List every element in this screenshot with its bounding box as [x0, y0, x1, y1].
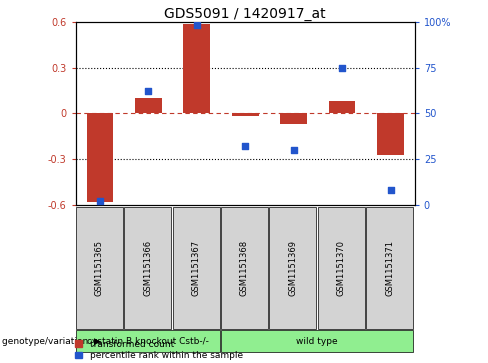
Bar	[280, 113, 307, 124]
Text: GSM1151369: GSM1151369	[288, 240, 298, 296]
Text: GSM1151365: GSM1151365	[95, 240, 103, 296]
Text: GSM1151366: GSM1151366	[143, 240, 152, 296]
Text: GSM1151368: GSM1151368	[240, 240, 249, 296]
Point	[193, 23, 201, 28]
Bar	[135, 98, 162, 113]
Bar	[86, 113, 113, 202]
Point	[242, 143, 249, 149]
Bar	[183, 24, 210, 113]
Text: GSM1151371: GSM1151371	[386, 240, 394, 296]
Point	[96, 199, 104, 204]
Legend: transformed count, percentile rank within the sample: transformed count, percentile rank withi…	[75, 340, 243, 360]
Text: genotype/variation  ▶: genotype/variation ▶	[2, 337, 102, 346]
Text: GSM1151370: GSM1151370	[337, 240, 346, 296]
Title: GDS5091 / 1420917_at: GDS5091 / 1420917_at	[164, 7, 326, 21]
Point	[144, 89, 152, 94]
Text: GSM1151367: GSM1151367	[191, 240, 201, 296]
Bar	[329, 101, 355, 113]
Point	[338, 65, 346, 70]
Bar	[377, 113, 404, 155]
Bar	[232, 113, 259, 117]
Point	[386, 188, 394, 193]
Text: cystatin B knockout Cstb-/-: cystatin B knockout Cstb-/-	[87, 337, 208, 346]
Text: wild type: wild type	[296, 337, 338, 346]
Point	[290, 147, 298, 153]
